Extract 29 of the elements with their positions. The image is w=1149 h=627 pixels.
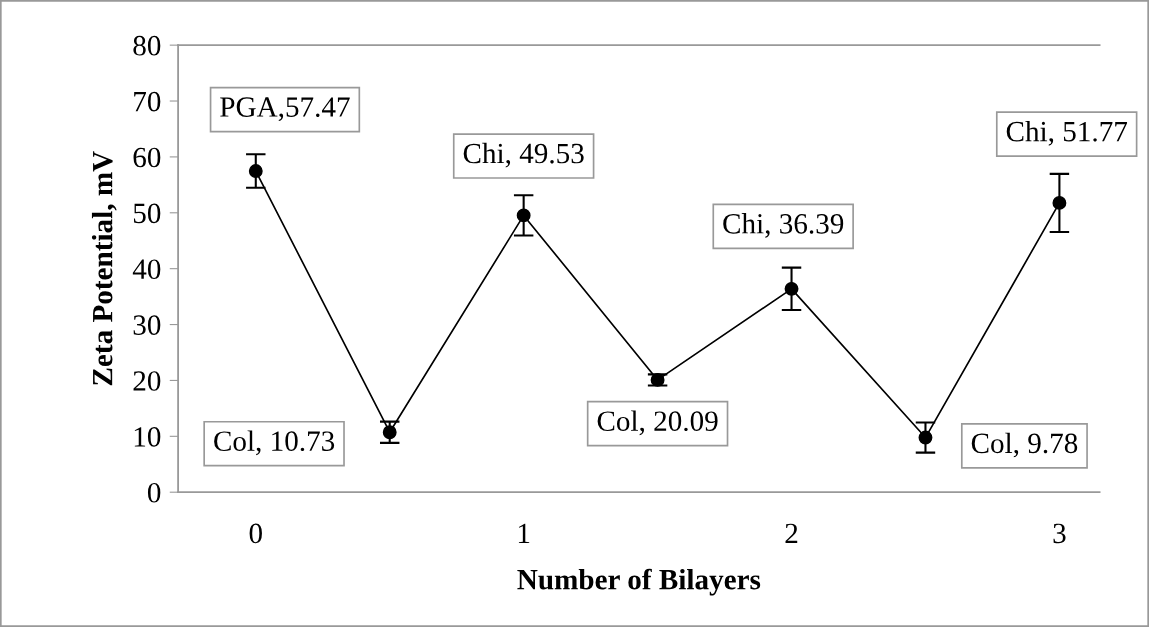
annotation: Col, 9.78 xyxy=(971,432,1078,458)
annotation: Col, 10.73 xyxy=(214,430,335,456)
y-tick-label: 10 xyxy=(134,427,161,447)
y-tick-label: 60 xyxy=(133,147,161,168)
annotation: PGA,57.47 xyxy=(220,97,350,122)
x-tick-label: 0 xyxy=(249,523,262,544)
x-axis-title: Number of Bilayers xyxy=(517,568,761,596)
annotation: Col, 20.09 xyxy=(597,410,718,436)
y-tick-label: 0 xyxy=(147,482,161,503)
x-tick-label: 2 xyxy=(785,523,798,543)
annotation: Chi, 49.53 xyxy=(463,142,584,168)
y-tick-label: 40 xyxy=(132,259,161,280)
x-tick-label: 3 xyxy=(1053,523,1066,544)
y-tick-label: 20 xyxy=(133,371,161,391)
annotation: Chi, 51.77 xyxy=(1006,120,1128,146)
x-tick-label: 1 xyxy=(518,523,530,543)
point xyxy=(784,281,799,296)
point xyxy=(248,164,263,178)
point xyxy=(382,425,397,440)
point xyxy=(918,430,933,445)
y-tick-label: 80 xyxy=(133,35,161,56)
point xyxy=(1052,195,1067,210)
y-tick-label: 50 xyxy=(133,203,161,224)
y-tick-label: 70 xyxy=(134,91,161,112)
point xyxy=(650,372,665,387)
y-tick-label: 30 xyxy=(133,315,161,335)
point xyxy=(516,208,531,223)
annotation: Chi, 36.39 xyxy=(723,213,844,238)
y-axis-title: Zeta Potential, mV xyxy=(91,151,117,386)
